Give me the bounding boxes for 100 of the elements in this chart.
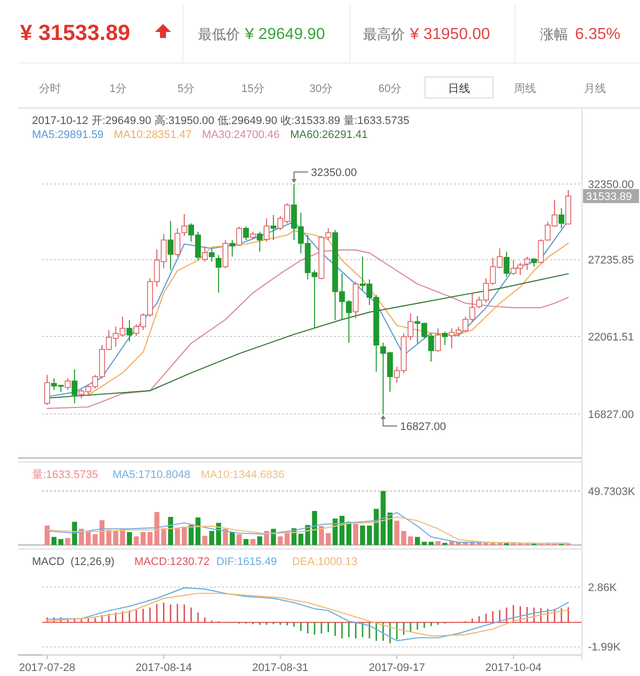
bar <box>388 512 392 545</box>
candlestick <box>181 214 188 237</box>
candlestick <box>229 240 236 258</box>
y-tick-label: -1.99K <box>588 642 622 654</box>
text: 最低价 <box>198 26 240 42</box>
line-series <box>46 592 569 636</box>
text: MA5:1710.8048 <box>112 469 190 481</box>
candlestick <box>44 374 50 406</box>
candlestick <box>435 328 441 352</box>
text: 分时 <box>39 82 61 95</box>
bar <box>346 522 352 545</box>
bar <box>340 516 344 545</box>
candlestick <box>216 254 222 294</box>
candlestick <box>264 218 270 242</box>
bar <box>436 541 440 545</box>
text: MA5:29891.59 <box>32 129 104 141</box>
candlestick <box>558 208 564 229</box>
line-series <box>46 249 569 410</box>
bar <box>100 520 104 545</box>
x-tick-label: 2017-08-14 <box>136 662 192 674</box>
bar <box>209 530 214 545</box>
y-tick-label: 32350.00 <box>588 178 634 191</box>
candlestick <box>236 226 242 247</box>
bar <box>168 516 174 545</box>
text: DEA:1000.13 <box>292 556 358 568</box>
text: 周线 <box>514 82 536 95</box>
bar <box>196 517 200 545</box>
bar <box>408 536 414 545</box>
annotation: 16827.00 <box>400 420 446 433</box>
candlestick <box>222 240 228 269</box>
bar <box>58 539 64 545</box>
bar <box>414 536 420 545</box>
candlestick <box>256 231 263 252</box>
text: 6.35% <box>575 26 620 43</box>
candlestick <box>243 226 249 241</box>
candlestick <box>72 368 78 404</box>
line-series <box>46 587 569 642</box>
x-tick-label: 2017-09-17 <box>368 662 425 674</box>
text: ¥ 31533.89 <box>20 20 130 45</box>
x-tick-label: 2017-08-31 <box>252 662 308 674</box>
text: 5分 <box>177 83 195 95</box>
candlestick <box>126 320 132 342</box>
candlestick <box>174 228 180 258</box>
text: 涨幅 <box>540 26 568 42</box>
text: 月线 <box>584 82 606 95</box>
candlestick <box>538 238 544 264</box>
annotation: 31533.89 <box>586 190 632 203</box>
candlestick <box>64 378 71 391</box>
candlestick <box>270 214 276 241</box>
bar <box>148 532 152 545</box>
text: MA10:28351.47 <box>114 129 192 141</box>
text: MACD (12,26,9) <box>32 556 115 568</box>
text: 60分 <box>378 83 402 95</box>
candlestick <box>202 246 208 262</box>
bar <box>257 536 262 545</box>
bar <box>270 528 276 545</box>
annotation: 32350.00 <box>311 166 357 179</box>
text: 最高价 <box>363 26 405 42</box>
text: MACD:1230.72 <box>134 556 210 568</box>
bar <box>65 538 70 545</box>
text: 15分 <box>241 83 265 95</box>
bar <box>44 526 50 545</box>
x-tick-label: 2017-07-28 <box>19 662 76 674</box>
bar <box>366 526 372 545</box>
bar <box>126 532 132 545</box>
bar <box>230 532 235 545</box>
text: ¥ 31950.00 <box>409 26 490 43</box>
y-tick-label: 2.86K <box>588 582 618 594</box>
bar <box>312 510 318 545</box>
y-tick-label: 27235.85 <box>588 254 634 267</box>
bar <box>72 522 78 545</box>
text: MA30:24700.46 <box>202 129 280 141</box>
bar <box>182 526 187 545</box>
text: 日线 <box>448 82 470 95</box>
bar <box>250 539 256 545</box>
bar <box>188 525 194 545</box>
text: MA10:1344.6836 <box>200 469 284 481</box>
bar <box>244 539 248 545</box>
bar <box>202 536 208 545</box>
bar <box>353 524 358 545</box>
text: ¥ 29649.90 <box>244 26 326 43</box>
bar <box>174 528 180 545</box>
candlestick <box>168 220 174 271</box>
y-tick-label: 22061.51 <box>588 331 634 344</box>
candlestick <box>504 251 510 278</box>
bar <box>318 526 324 545</box>
x-tick-label: 2017-10-04 <box>485 662 542 674</box>
text: DIF:1615.49 <box>216 556 277 568</box>
candlestick <box>442 331 448 346</box>
text: 2017-10-12 开:29649.90 高:31950.00 低:29649.90 收:31533.89 量:1633.5735 <box>32 114 410 127</box>
bar <box>332 518 338 545</box>
candlestick <box>208 248 215 262</box>
bar <box>360 526 366 545</box>
text: MA60:26291.41 <box>290 129 368 141</box>
bar <box>236 534 242 545</box>
y-tick-label: 16827.00 <box>588 408 634 421</box>
text: 量:1633.5735 <box>32 469 98 481</box>
bar <box>52 536 56 545</box>
bar <box>222 528 228 545</box>
candlestick <box>524 256 530 271</box>
